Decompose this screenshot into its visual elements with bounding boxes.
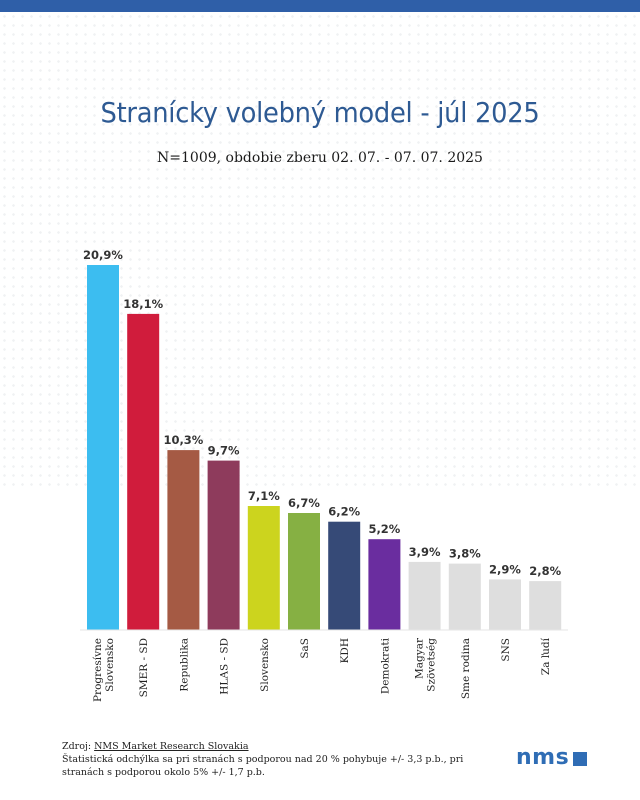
source-line: Zdroj: NMS Market Research Slovakia (62, 740, 482, 753)
category-label-7: Demokrati (379, 637, 391, 694)
value-label-0: 20,9% (83, 248, 123, 262)
bar-9 (448, 563, 481, 630)
category-label-2: Republika (178, 638, 190, 692)
category-label-6: KDH (339, 638, 351, 663)
category-label-1: SMER - SD (138, 638, 150, 697)
category-label-10: SNS (500, 638, 512, 662)
value-label-1: 18,1% (123, 297, 163, 311)
logo-square-icon (573, 752, 588, 766)
bar-4 (247, 506, 280, 630)
value-label-4: 7,1% (248, 489, 280, 503)
value-label-2: 10,3% (163, 433, 203, 447)
value-label-8: 3,9% (409, 545, 441, 559)
category-label-3: HLAS - SD (219, 638, 231, 695)
bar-1 (127, 313, 160, 630)
bars-group (87, 265, 562, 630)
chart-title: Stranícky volebný model - júl 2025 (100, 96, 540, 129)
value-label-5: 6,7% (288, 496, 320, 510)
bar-5 (288, 513, 320, 630)
bar-10 (489, 579, 521, 630)
value-label-10: 2,9% (489, 562, 521, 576)
category-labels-group: ProgresívneSlovensko SMER - SD Republika HL… (92, 637, 552, 702)
category-label-0: ProgresívneSlovensko (92, 638, 116, 702)
bar-8 (408, 561, 441, 630)
chart-subtitle: N=1009, obdobie zberu 02. 07. - 07. 07. … (157, 150, 483, 166)
bar-2 (167, 450, 200, 630)
statistical-note: Štatistická odchýlka sa pri stranách s p… (62, 754, 464, 778)
value-label-7: 5,2% (368, 522, 400, 536)
nms-logo: nms (516, 744, 588, 770)
category-label-9: Sme rodina (460, 638, 472, 699)
category-label-5: SaS (299, 638, 311, 659)
source-link[interactable]: NMS Market Research Slovakia (94, 741, 249, 752)
bar-0 (87, 265, 119, 630)
bar-7 (368, 539, 401, 630)
category-label-11: Za ľudí (540, 637, 552, 675)
top-bar (0, 0, 640, 12)
bar-11 (529, 581, 562, 630)
value-label-11: 2,8% (529, 564, 561, 578)
bar-6 (328, 521, 361, 630)
value-label-3: 9,7% (208, 444, 240, 458)
category-label-4: Slovensko (259, 638, 271, 692)
bar-3 (207, 460, 240, 630)
bar-chart: 20,9% 18,1% 10,3% 9,7% 7,1% 6,7% 6,2% 5,2% 3,9% 3… (80, 248, 568, 702)
value-labels-group: 20,9% 18,1% 10,3% 9,7% 7,1% 6,7% 6,2% 5,2% 3,9% 3… (83, 248, 562, 578)
value-label-9: 3,8% (449, 547, 481, 561)
footer: Zdroj: NMS Market Research Slovakia Štat… (62, 740, 482, 779)
logo-text: nms (516, 744, 570, 770)
category-label-8: MagyarSzövetség (414, 637, 438, 692)
source-prefix: Zdroj: (62, 741, 95, 752)
value-label-6: 6,2% (328, 505, 360, 519)
